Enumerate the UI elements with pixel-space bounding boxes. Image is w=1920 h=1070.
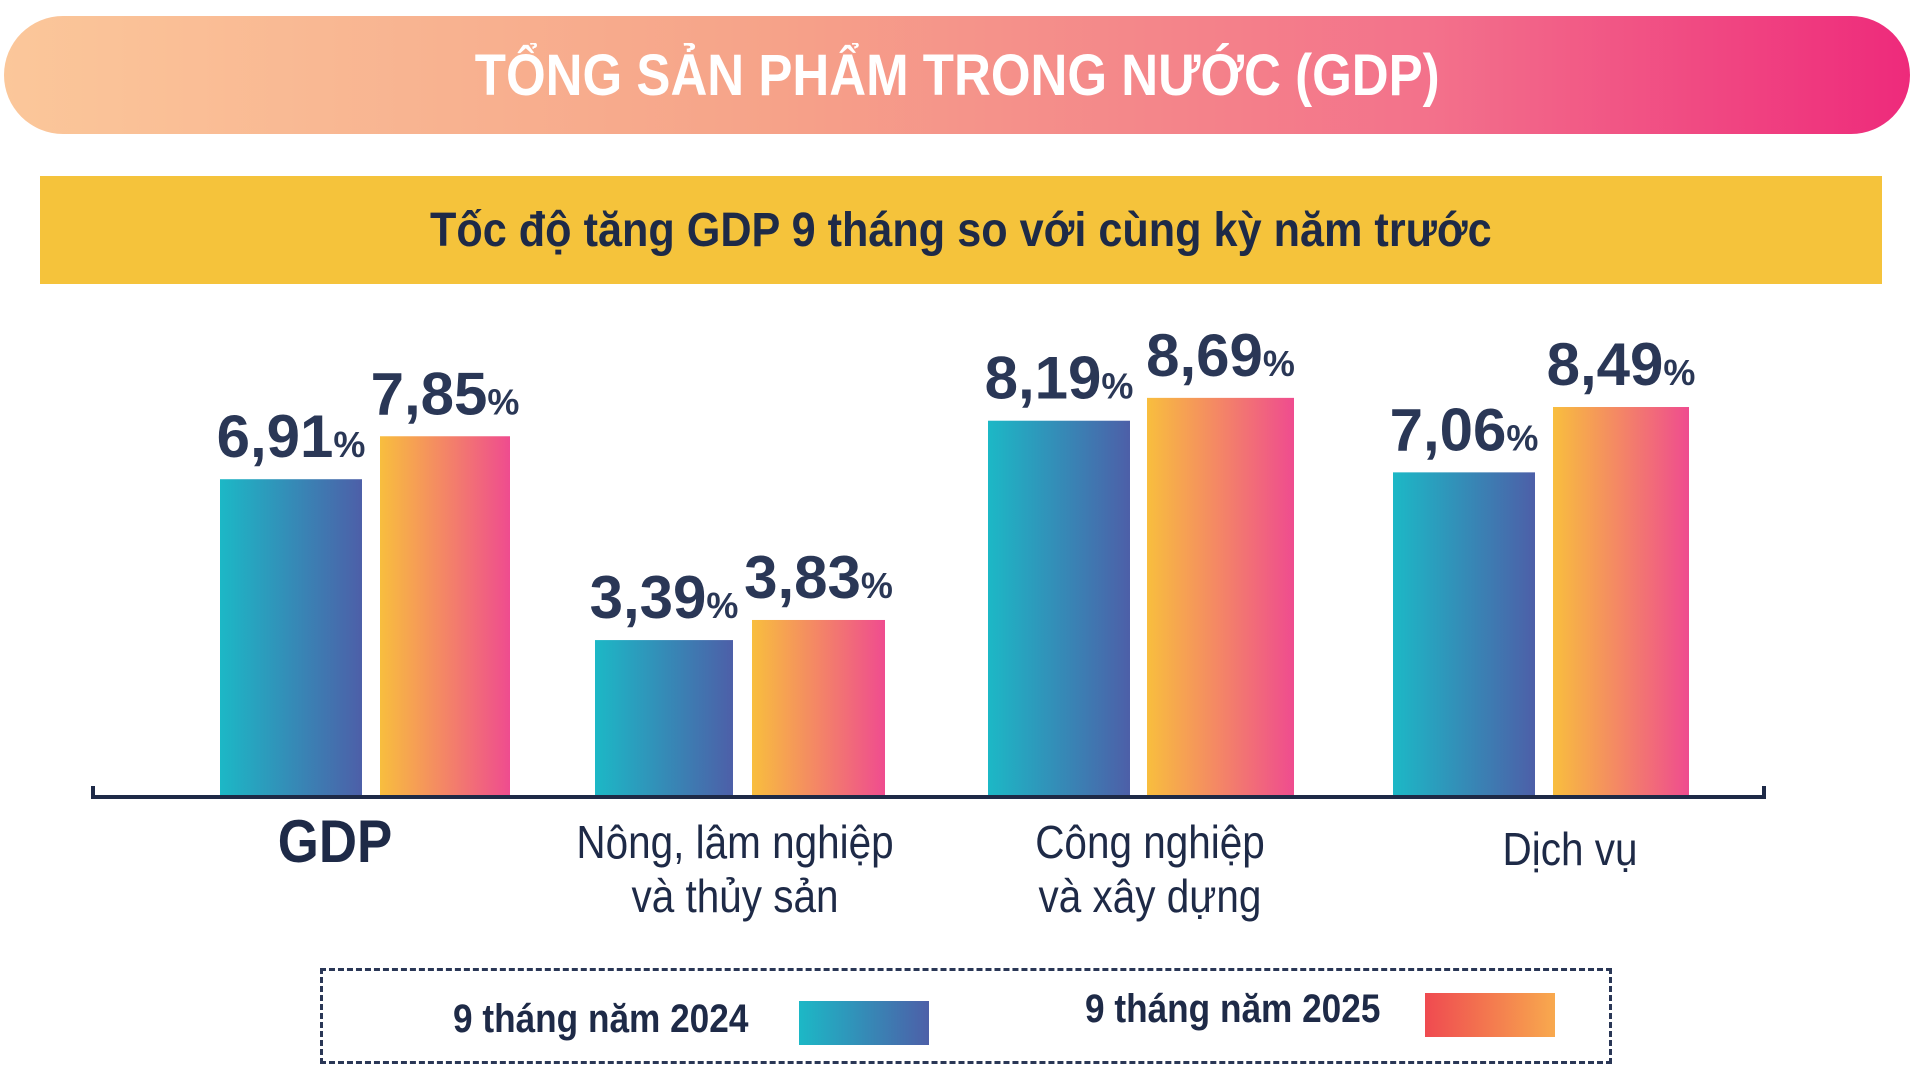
title-banner: TỔNG SẢN PHẨM TRONG NƯỚC (GDP) [4,16,1910,134]
bar-chart: 6,91% 3,39% 8,19% 7,06% 7,85% 3,83% 8,69% 8,49% [91,322,1766,799]
value-label-industry-2024: 8,19% [985,345,1134,412]
bar-agriculture-2025 [752,619,885,795]
bar-services-2024 [1393,472,1535,795]
category-label-industry: Công nghiệp và xây dựng [1035,816,1265,922]
bars-layer: 6,91% 3,39% 8,19% 7,06% 7,85% 3,83% 8,69% 8,49% [217,322,1696,795]
legend: 9 tháng năm 2024 9 tháng năm 2025 [320,968,1612,1064]
bar-industry-2024 [988,420,1130,795]
page-title: TỔNG SẢN PHẨM TRONG NƯỚC (GDP) [474,42,1440,108]
value-label-services-2024: 7,06% [1390,396,1539,463]
legend-swatch-2024 [799,1001,929,1045]
legend-label-2025: 9 tháng năm 2025 [1085,987,1381,1031]
subtitle-bar: Tốc độ tăng GDP 9 tháng so với cùng kỳ n… [40,176,1882,284]
x-axis [91,786,1766,799]
legend-label-2024: 9 tháng năm 2024 [453,997,749,1041]
legend-swatch-2025 [1425,993,1555,1037]
value-label-industry-2025: 8,69% [1146,322,1295,389]
bar-industry-2025 [1147,397,1294,795]
chart-subtitle: Tốc độ tăng GDP 9 tháng so với cùng kỳ n… [430,203,1492,257]
category-label-agriculture: Nông, lâm nghiệp và thủy sản [576,816,894,922]
category-label-gdp: GDP [277,808,393,875]
value-label-services-2025: 8,49% [1547,331,1696,398]
bar-agriculture-2024 [595,640,733,795]
value-label-agriculture-2024: 3,39% [590,564,739,631]
value-label-agriculture-2025: 3,83% [744,544,893,611]
bar-services-2025 [1553,407,1689,795]
value-label-gdp-2024: 6,91% [217,403,366,470]
bar-gdp-2024 [220,479,362,795]
category-label-services: Dịch vụ [1502,823,1638,875]
bar-gdp-2025 [380,436,510,795]
value-label-gdp-2025: 7,85% [371,360,520,427]
